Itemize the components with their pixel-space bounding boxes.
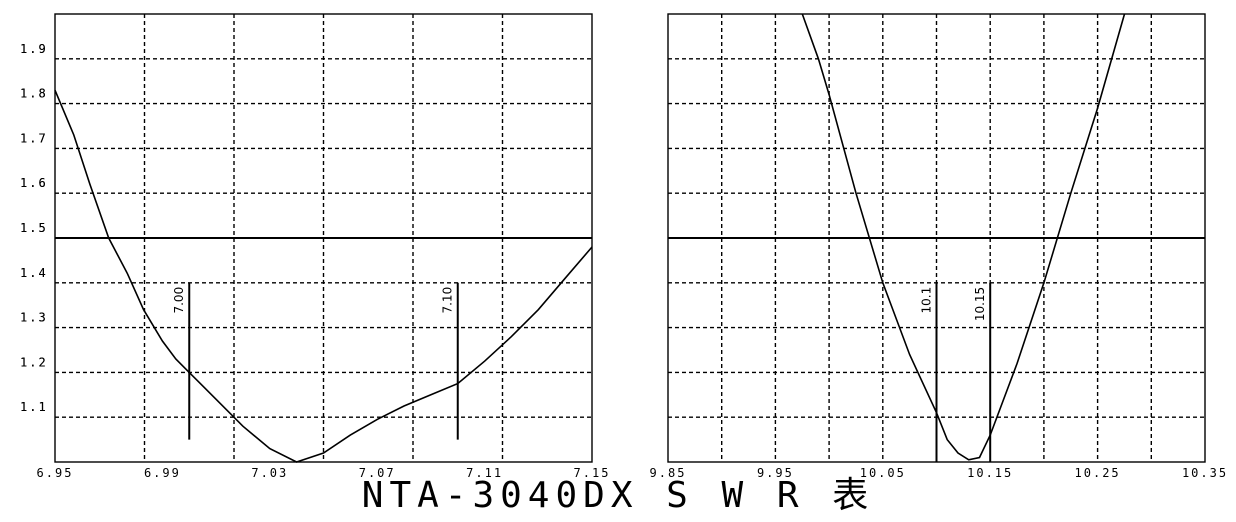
y-tick-label: 1.1 [20, 400, 48, 414]
x-tick-label: 10.25 [1075, 466, 1121, 480]
swr-curve [801, 13, 1126, 461]
x-tick-label: 7.03 [251, 466, 288, 480]
frequency-marker-label: 7.00 [172, 287, 186, 314]
y-tick-label: 1.8 [20, 87, 48, 101]
x-tick-label: 6.95 [37, 466, 74, 480]
frequency-marker-label: 10.15 [973, 287, 987, 321]
swr-curve [54, 89, 593, 463]
y-tick-label: 1.6 [20, 176, 48, 190]
frequency-marker-label: 7.10 [441, 287, 455, 314]
chart-panel-1: 1.1 1.2 1.3 1.4 1.5 1.6 1.7 1.8 1.9 6.95 6.99 7.03 7… [20, 13, 611, 480]
x-tick-label: 7.15 [574, 466, 611, 480]
y-tick-label: 1.7 [20, 131, 48, 145]
y-tick-label: 1.3 [20, 311, 48, 325]
chart-title: NTA-3040DX S W R 表 [361, 475, 875, 516]
frequency-marker-label: 10.1 [920, 287, 934, 314]
x-tick-label: 9.95 [757, 466, 794, 480]
x-tick-label: 10.15 [967, 466, 1013, 480]
y-tick-label: 1.4 [20, 266, 48, 280]
x-tick-label: 7.07 [359, 466, 396, 480]
y-tick-label: 1.9 [20, 42, 48, 56]
chart-panel-2: 1.1 1.2 1.3 1.4 1.5 1.6 1.7 1.8 1.9 9.85 9.95 10.05… [20, 13, 1228, 480]
x-tick-label: 10.05 [860, 466, 906, 480]
x-tick-label: 6.99 [144, 466, 181, 480]
y-tick-label: 1.8 [20, 87, 48, 101]
y-tick-label: 1.3 [20, 311, 48, 325]
y-tick-label: 1.1 [20, 400, 48, 414]
x-tick-label: 7.11 [466, 466, 503, 480]
y-tick-label: 1.9 [20, 42, 48, 56]
y-tick-label: 1.2 [20, 355, 48, 369]
x-tick-label: 10.35 [1182, 466, 1228, 480]
x-tick-label: 9.85 [650, 466, 687, 480]
y-tick-label: 1.5 [20, 221, 48, 235]
y-tick-label: 1.5 [20, 221, 48, 235]
y-tick-label: 1.7 [20, 131, 48, 145]
y-tick-label: 1.6 [20, 176, 48, 190]
y-tick-label: 1.4 [20, 266, 48, 280]
y-tick-label: 1.2 [20, 355, 48, 369]
